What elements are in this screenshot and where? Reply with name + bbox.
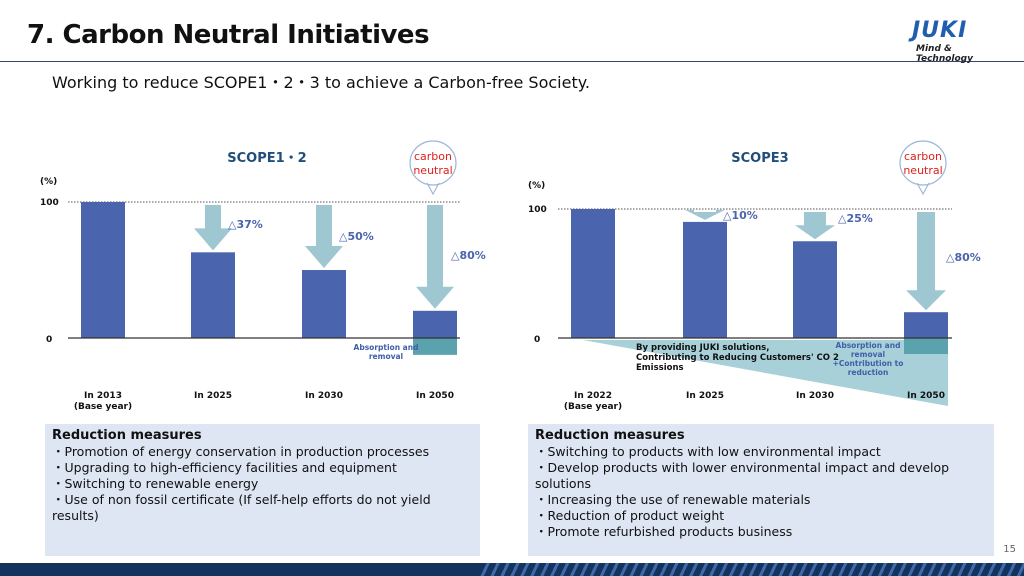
reduction-label: △10% [723, 209, 758, 222]
scope3-chart-svg: SCOPE3 (%) 100 0 By providing JUKI solutions… [528, 140, 981, 412]
carbon-neutral-callout-text: carbon neutral [413, 150, 452, 177]
scope12-measures-box: Reduction measures ・Promotion of energy … [45, 424, 480, 556]
juki-logo: JUKI Mind & Technology [912, 18, 1010, 64]
customer-reduction-wedge [583, 340, 948, 406]
scope3-measures-box: Reduction measures ・Switching to product… [528, 424, 994, 556]
x-category-label: In 2030 [796, 391, 834, 401]
measure-item: ・Switching to renewable energy [52, 476, 259, 491]
x-category-label: In 2050 [907, 391, 945, 401]
bar-in-2050 [904, 312, 948, 338]
bar-in-2030 [302, 270, 346, 338]
chart-title: SCOPE1・2 [227, 151, 306, 166]
page-number: 15 [1003, 544, 1016, 555]
absorption-label: Absorption and removal [354, 343, 419, 361]
measures-heading: Reduction measures [52, 428, 202, 443]
x-category-sublabel: (Base year) [74, 402, 132, 412]
x-category-label: In 2013 [84, 391, 122, 401]
scope3-chart: SCOPE3 (%) 100 0 By providing JUKI solutions… [520, 140, 1000, 412]
absorption-removal-block [904, 338, 948, 354]
bar-in-2030 [793, 241, 837, 338]
measure-item: ・Switching to products with low environm… [535, 444, 881, 459]
measure-item: ・Promote refurbished products business [535, 524, 793, 539]
absorption-removal-block [413, 338, 457, 355]
x-category-label: In 2030 [305, 391, 343, 401]
y-tick-label: 100 [40, 198, 59, 208]
logo-tagline: Mind & Technology [916, 44, 973, 64]
bar-in-2013 [81, 202, 125, 338]
absorption-label: Absorption and removal +Contribution to red… [833, 341, 904, 377]
scope12-chart-svg: SCOPE1・2 (%) 100 0 Absorption and removal △37%… [40, 140, 486, 412]
x-category-label: In 2022 [574, 391, 612, 401]
page-subtitle: Working to reduce SCOPE1・2・3 to achieve … [52, 73, 590, 92]
y-tick-label: 0 [46, 335, 52, 345]
reduction-label: △37% [228, 218, 263, 231]
logo-mark: JUKI [912, 18, 968, 43]
reduction-arrow [305, 205, 343, 268]
measure-item: ・Develop products with lower environment… [535, 460, 950, 491]
bar-in-2025 [683, 221, 727, 338]
measure-item: ・Reduction of product weight [535, 508, 725, 523]
bar-in-2022 [571, 209, 615, 338]
reduction-label: △50% [339, 230, 374, 243]
y-unit-label: (%) [40, 177, 57, 187]
reduction-arrow [416, 205, 454, 309]
carbon-neutral-callout-bubble [409, 140, 457, 196]
page-title: 7. Carbon Neutral Initiatives [27, 20, 430, 50]
y-tick-label: 100 [528, 205, 547, 215]
measure-item: ・Use of non fossil certificate (If self-… [52, 492, 431, 523]
title-divider [0, 61, 1024, 62]
chart-title: SCOPE3 [731, 151, 788, 166]
bar-in-2050 [413, 310, 457, 338]
measures-heading: Reduction measures [535, 428, 685, 443]
scope12-chart: SCOPE1・2 (%) 100 0 Absorption and removal △37%… [30, 140, 490, 412]
footer-band [0, 563, 1024, 576]
y-tick-label: 0 [534, 335, 540, 345]
x-category-label: In 2025 [194, 391, 232, 401]
reduction-label: △80% [451, 249, 486, 262]
y-unit-label: (%) [528, 181, 545, 191]
wedge-label: By providing JUKI solutions, Contributing… [636, 343, 839, 373]
footer-stripes [480, 563, 1024, 576]
x-category-label: In 2050 [416, 391, 454, 401]
measure-item: ・Upgrading to high-efficiency facilities… [52, 460, 397, 475]
carbon-neutral-callout-text: carbon neutral [903, 150, 942, 177]
measure-item: ・Promotion of energy conservation in pro… [52, 444, 430, 459]
reduction-arrow [795, 212, 835, 240]
x-category-label: In 2025 [686, 391, 724, 401]
measure-item: ・Increasing the use of renewable materia… [535, 492, 811, 507]
carbon-neutral-callout-bubble [899, 140, 947, 196]
bar-in-2025 [191, 252, 235, 338]
reduction-arrow [685, 209, 725, 220]
reduction-arrow [194, 205, 232, 251]
reduction-label: △25% [838, 212, 873, 225]
x-category-sublabel: (Base year) [564, 402, 622, 412]
reduction-arrow [906, 212, 946, 311]
reduction-label: △80% [946, 251, 981, 264]
